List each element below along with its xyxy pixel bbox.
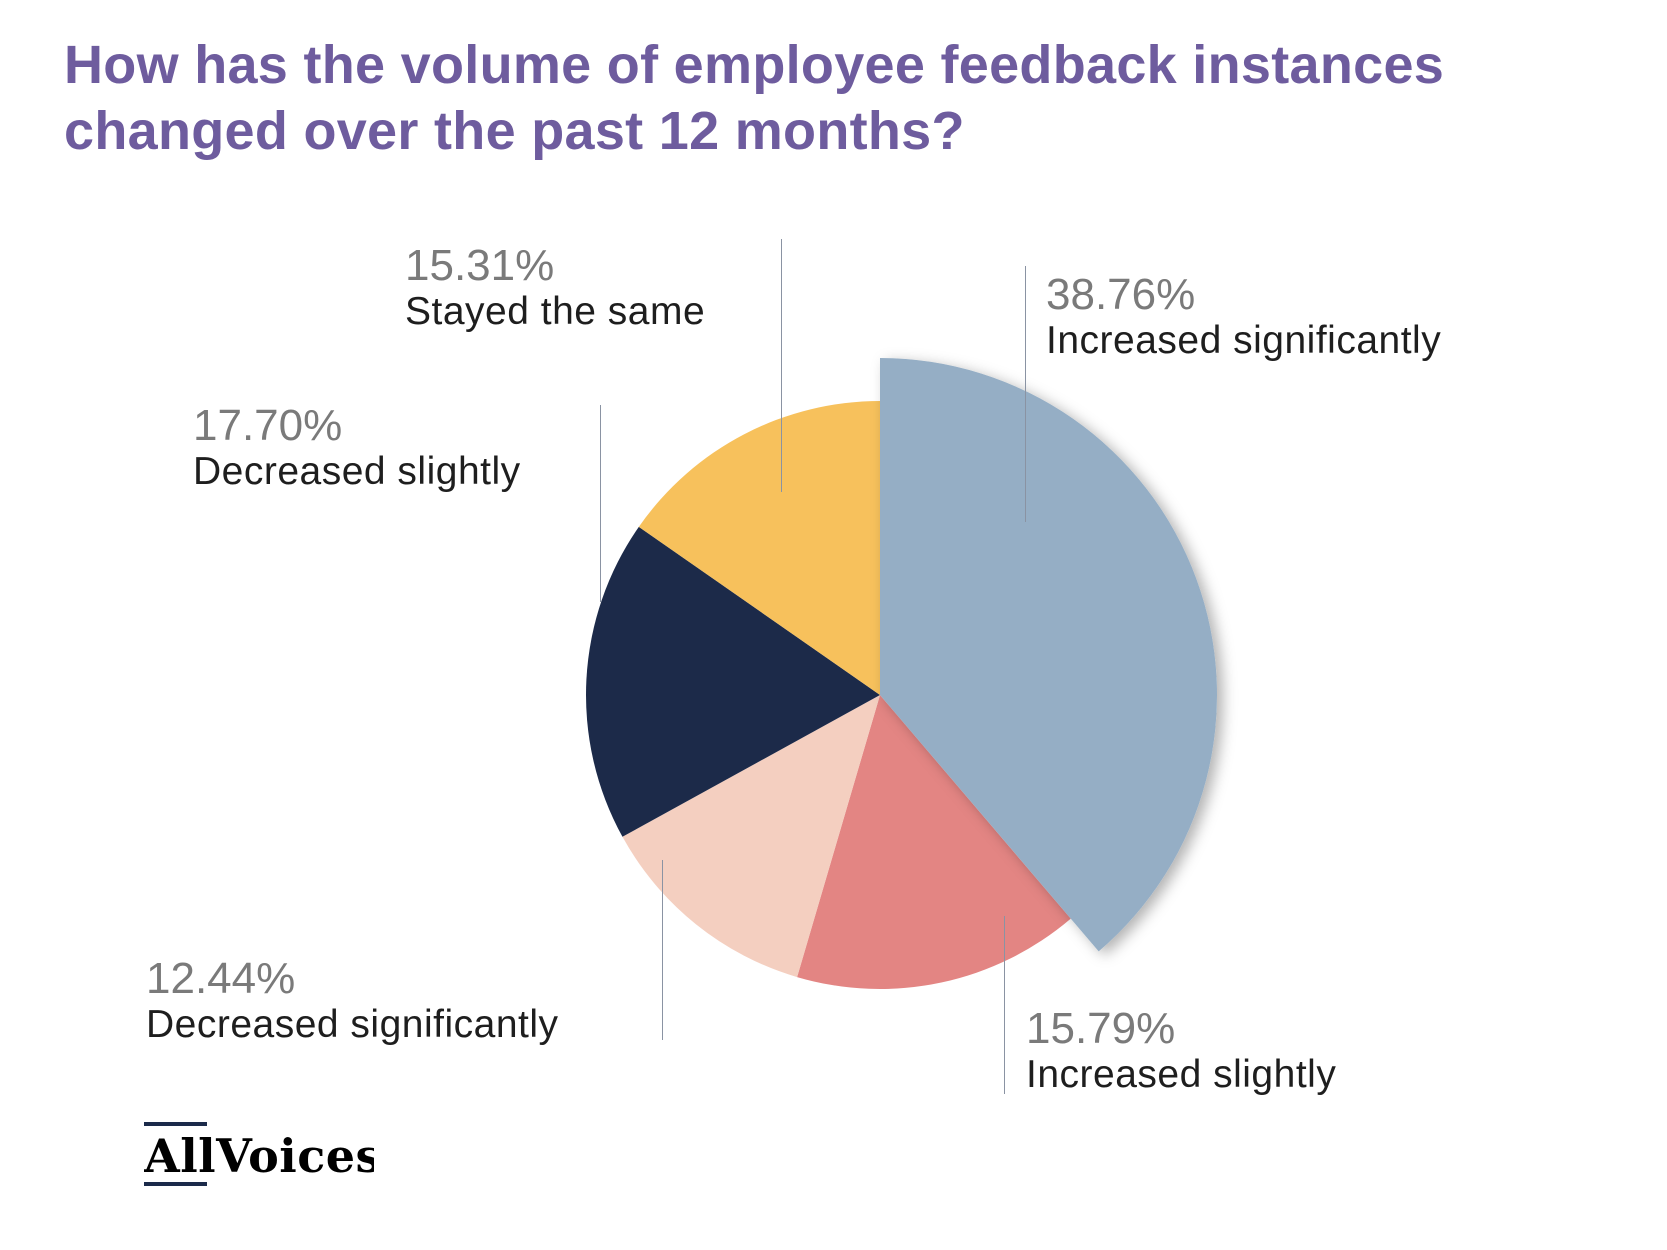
category-label: Increased slightly [1026,1053,1337,1096]
data-label-decreased-significantly: 12.44% Decreased significantly [146,956,559,1048]
category-label: Stayed the same [405,290,706,333]
data-label-stayed-the-same: 15.31% Stayed the same [405,243,705,335]
category-label: Decreased slightly [193,450,521,493]
pie-slice-decreased-significantly [622,695,880,978]
percent-label: 17.70% [193,401,343,450]
data-label-decreased-slightly: 17.70% Decreased slightly [193,403,521,495]
leader-line-stayed-the-same [781,239,782,492]
chart-title: How has the volume of employee feedback … [64,35,1445,161]
pie-slice-increased-slightly [797,695,1071,989]
percent-label: 15.79% [1026,1004,1176,1053]
pie-slice-increased-significantly [880,358,1217,952]
allvoices-logo: AllVoices [143,1120,381,1195]
pie-slice-decreased-slightly [586,526,880,837]
svg-text:AllVoices: AllVoices [144,1129,374,1183]
percent-label: 38.76% [1046,270,1196,319]
leader-line-decreased-slightly [600,405,601,602]
category-label: Increased significantly [1046,319,1442,362]
leader-line-decreased-significantly [662,860,663,1040]
percent-label: 15.31% [405,241,555,290]
leader-line-increased-slightly [1004,916,1005,1094]
pie-slice-stayed-the-same [638,401,880,695]
category-label: Decreased significantly [146,1003,559,1046]
logo-mark: AllVoices [143,1122,381,1186]
leader-line-increased-significantly [1025,266,1026,522]
data-label-increased-slightly: 15.79% Increased slightly [1026,1006,1336,1098]
percent-label: 12.44% [146,954,296,1003]
data-label-increased-significantly: 38.76% Increased significantly [1046,272,1441,364]
